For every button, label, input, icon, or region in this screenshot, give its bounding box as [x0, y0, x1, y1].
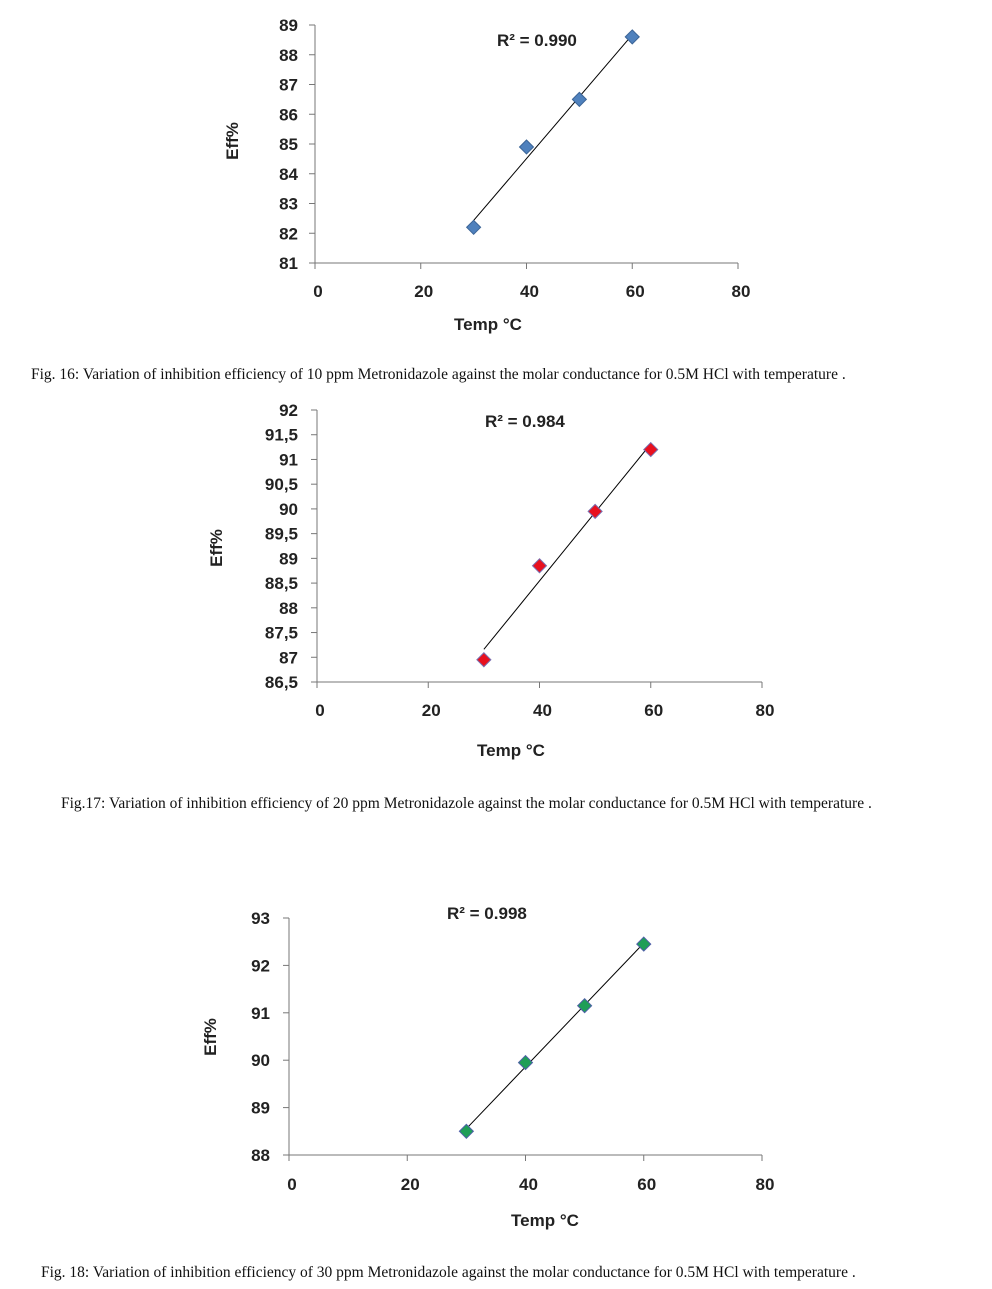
- chart-1-y-tick-label: 83: [279, 195, 298, 214]
- chart-3-plot: 88 89 90 91 92 93 0 20 40 60 80 Temp °C Eff% R² = 0.9…: [201, 904, 775, 1230]
- chart-1-data-point: [571, 91, 588, 108]
- chart-1-x-tick-label: 20: [414, 282, 433, 301]
- chart-1-x-tick-label: 0: [313, 282, 322, 301]
- chart-2-y-tick-label: 89: [279, 549, 298, 568]
- chart-3-y-tick-label: 90: [251, 1051, 270, 1070]
- chart-2-data-point: [643, 441, 659, 458]
- chart-2-y-tick-label: 90,5: [265, 475, 298, 494]
- chart-3-y-tick-label: 91: [251, 1004, 270, 1023]
- chart-3-data-point: [576, 997, 593, 1014]
- chart-3-y-tick-label: 88: [251, 1146, 270, 1165]
- figure-16-caption: Fig. 16: Variation of inhibition efficie…: [31, 366, 846, 383]
- chart-2-y-tick-label: 88: [279, 599, 298, 618]
- chart-2-data-point: [476, 652, 492, 668]
- chart-2-y-tick-label: 87: [279, 648, 298, 667]
- chart-1-y-tick-label: 86: [279, 105, 298, 124]
- chart-2-y-tick-label: 86,5: [265, 673, 298, 692]
- chart-3-y-tick-label: 92: [251, 956, 270, 975]
- chart-2-y-tick-label: 90: [279, 500, 298, 519]
- chart-2-x-tick-label: 0: [315, 701, 324, 720]
- chart-1-x-tick-label: 80: [732, 282, 751, 301]
- chart-1-data-point: [518, 139, 535, 155]
- chart-3-y-tick-label: 93: [251, 909, 270, 928]
- chart-1: 81 82 83 84 85 86 87 88 89 0 20 40 60 80 Temp °C Eff% R²…: [0, 0, 992, 345]
- chart-2-x-axis-title: Temp °C: [477, 741, 545, 760]
- chart-1-y-tick-label: 81: [279, 254, 298, 273]
- chart-2-x-tick-label: 20: [422, 701, 441, 720]
- chart-3-data-point: [458, 1123, 475, 1140]
- chart-1-r-squared-label: R² = 0.990: [497, 31, 577, 50]
- chart-3-x-tick-label: 20: [401, 1175, 420, 1194]
- chart-2-y-tick-label: 88,5: [265, 574, 298, 593]
- chart-1-x-tick-label: 40: [520, 282, 539, 301]
- chart-1-y-tick-label: 84: [279, 165, 298, 184]
- chart-1-y-tick-label: 85: [279, 135, 298, 154]
- chart-1-y-tick-label: 82: [279, 224, 298, 243]
- chart-2-trendline: [483, 443, 652, 650]
- chart-2-x-tick-label: 80: [756, 701, 775, 720]
- chart-1-y-tick-label: 87: [279, 76, 298, 95]
- chart-3-x-tick-label: 60: [637, 1175, 656, 1194]
- chart-1-y-tick-label: 88: [279, 46, 298, 65]
- chart-3-x-tick-label: 80: [756, 1175, 775, 1194]
- chart-2-x-tick-label: 60: [644, 701, 663, 720]
- chart-1-x-axis-title: Temp °C: [454, 315, 522, 334]
- figure-18-caption: Fig. 18: Variation of inhibition efficie…: [41, 1264, 856, 1281]
- chart-2-data-point: [531, 558, 548, 574]
- chart-3: 88 89 90 91 92 93 0 20 40 60 80 Temp °C Eff% R² = 0.9…: [201, 904, 775, 1230]
- chart-3-data-point: [636, 936, 652, 952]
- chart-2-x-tick-label: 40: [533, 701, 552, 720]
- chart-1-plot: 81 82 83 84 85 86 87 88 89 0 20 40 60 80 Temp °C Eff% R²…: [223, 16, 751, 334]
- chart-2-y-tick-label: 91: [279, 450, 298, 469]
- figure-17-caption: Fig.17: Variation of inhibition efficien…: [61, 795, 872, 812]
- chart-3-x-tick-label: 0: [287, 1175, 296, 1194]
- chart-1-trendline: [473, 34, 633, 221]
- chart-3-x-tick-label: 40: [519, 1175, 538, 1194]
- chart-2-data-point: [587, 503, 603, 520]
- chart-1-data-point: [465, 219, 482, 236]
- chart-1-data-point: [624, 29, 640, 45]
- chart-3-y-axis-title: Eff%: [201, 1018, 220, 1056]
- chart-3-x-axis-title: Temp °C: [511, 1211, 579, 1230]
- chart-1-y-axis-title: Eff%: [223, 122, 242, 160]
- chart-2-r-squared-label: R² = 0.984: [485, 412, 565, 431]
- chart-2-y-tick-label: 92: [279, 401, 298, 420]
- chart-2-plot: 86,5 87 87,5 88 88,5 89 89,5 90 90,5 91 91,5 92 0 20 4…: [207, 401, 775, 760]
- chart-2: 86,5 87 87,5 88 88,5 89 89,5 90 90,5 91 91,5 92 0 20 4…: [207, 401, 775, 760]
- chart-3-y-tick-label: 89: [251, 1099, 270, 1118]
- chart-3-data-point: [517, 1054, 534, 1071]
- chart-2-y-tick-label: 87,5: [265, 624, 298, 643]
- chart-2-y-tick-label: 91,5: [265, 426, 298, 445]
- chart-2-y-tick-label: 89,5: [265, 525, 298, 544]
- chart-1-x-tick-label: 60: [626, 282, 645, 301]
- chart-2-y-axis-title: Eff%: [207, 529, 226, 567]
- chart-1-y-tick-label: 89: [279, 16, 298, 35]
- chart-3-r-squared-label: R² = 0.998: [447, 904, 527, 923]
- chart-3-trendline: [466, 942, 645, 1130]
